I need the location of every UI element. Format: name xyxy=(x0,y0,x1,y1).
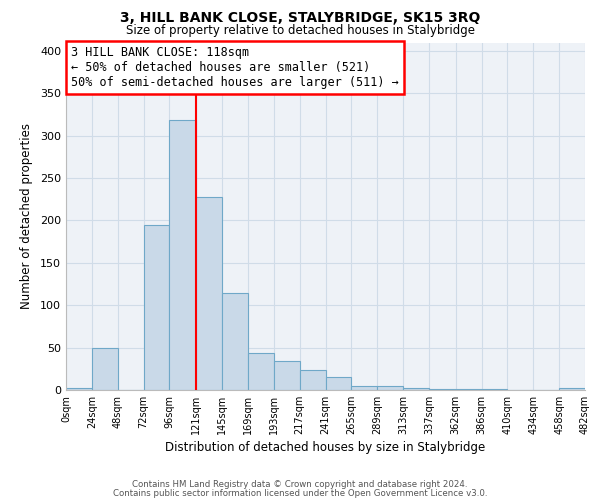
X-axis label: Distribution of detached houses by size in Stalybridge: Distribution of detached houses by size … xyxy=(166,441,485,454)
Bar xyxy=(559,388,585,390)
Bar xyxy=(143,224,169,390)
Bar xyxy=(248,352,274,390)
Bar xyxy=(196,197,222,390)
Text: Contains HM Land Registry data © Crown copyright and database right 2024.: Contains HM Land Registry data © Crown c… xyxy=(132,480,468,489)
Bar xyxy=(352,386,377,390)
Bar xyxy=(456,389,482,390)
Text: 3 HILL BANK CLOSE: 118sqm
← 50% of detached houses are smaller (521)
50% of semi: 3 HILL BANK CLOSE: 118sqm ← 50% of detac… xyxy=(71,46,399,89)
Text: 3, HILL BANK CLOSE, STALYBRIDGE, SK15 3RQ: 3, HILL BANK CLOSE, STALYBRIDGE, SK15 3R… xyxy=(120,11,480,25)
Bar xyxy=(482,389,508,390)
Bar xyxy=(169,120,196,390)
Bar xyxy=(403,388,429,390)
Text: Size of property relative to detached houses in Stalybridge: Size of property relative to detached ho… xyxy=(125,24,475,37)
Bar xyxy=(66,388,92,390)
Bar xyxy=(274,361,299,390)
Bar xyxy=(377,386,403,390)
Text: Contains public sector information licensed under the Open Government Licence v3: Contains public sector information licen… xyxy=(113,489,487,498)
Bar xyxy=(325,378,352,390)
Bar xyxy=(222,292,248,390)
Y-axis label: Number of detached properties: Number of detached properties xyxy=(20,123,33,309)
Bar xyxy=(429,389,456,390)
Bar xyxy=(92,348,118,390)
Bar xyxy=(299,370,325,390)
